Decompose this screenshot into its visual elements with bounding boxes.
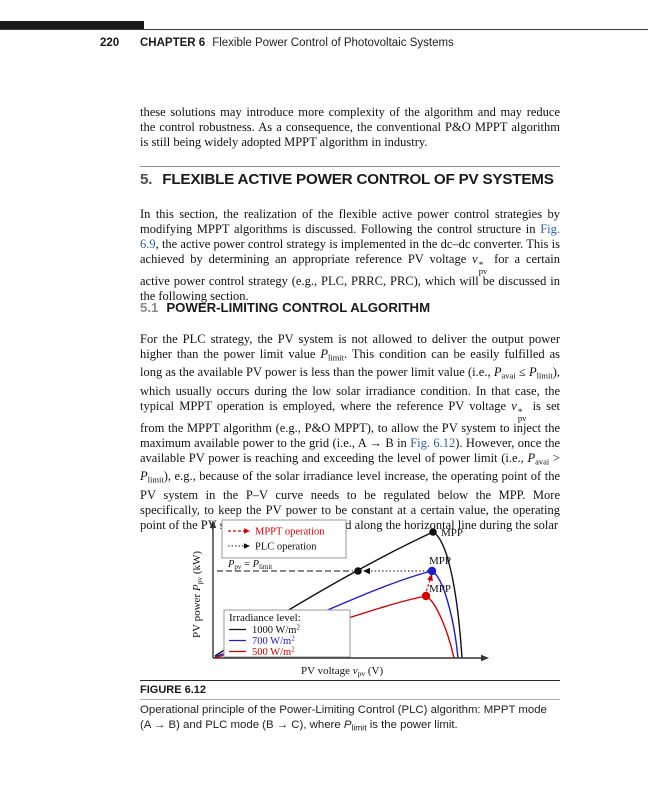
section-rule — [140, 166, 560, 167]
text-run: avai — [501, 370, 516, 381]
header-rule — [0, 29, 648, 30]
section-title: FLEXIBLE ACTIVE POWER CONTROL OF PV SYST… — [162, 171, 554, 188]
mpp-dot-500 — [421, 591, 431, 601]
power-limit-label: Ppv = Plimit — [227, 559, 272, 571]
text-run: > — [549, 450, 560, 465]
text-run: these solutions may introduce more compl… — [140, 104, 560, 149]
text-run: limit — [327, 352, 345, 362]
text-run: avai — [535, 456, 550, 466]
text-run: (A → B) and PLC mode (B → C), where — [140, 719, 344, 731]
mpp-dot-1000 — [429, 528, 437, 536]
subsection-title: POWER-LIMITING CONTROL ALGORITHM — [166, 300, 431, 315]
text-run: is the power limit. — [366, 719, 458, 731]
chapter-label: CHAPTER 6 Flexible Power Control of Photo… — [140, 37, 454, 49]
text-run: * pv — [478, 259, 488, 276]
cross-reference-link[interactable]: Fig. 6.12 — [410, 435, 456, 450]
text-run: . This condition can be easily fulfilled… — [140, 346, 560, 380]
point-b-dot — [354, 567, 362, 575]
superscript: * — [478, 259, 484, 270]
text-run: ≤ — [515, 365, 529, 379]
pv-curve-figure: MPP MPP MPP Ppv = Plimit MPPT operation … — [191, 519, 489, 678]
caption-rule-mid — [140, 699, 560, 700]
text-run: P — [529, 365, 537, 379]
irradiance-legend-title: Irradiance level: — [229, 612, 301, 624]
irradiance-legend-box — [223, 609, 351, 658]
text-run: limit — [536, 370, 553, 381]
top-black-bar — [0, 21, 144, 30]
mpp-label-700: MPP — [429, 555, 451, 567]
subsection-heading: 5.1 POWER-LIMITING CONTROL ALGORITHM — [140, 300, 564, 315]
cross-reference-link[interactable]: Fig. 6.9 — [140, 221, 560, 251]
x-axis-arrow-icon — [481, 654, 489, 662]
figure-caption-text: Operational principle of the Power-Limit… — [140, 703, 560, 736]
subscript: pv — [478, 265, 488, 276]
y-axis-arrow-icon — [209, 520, 217, 528]
section-paragraph: In this section, the realization of the … — [140, 207, 560, 304]
subscript: pv — [517, 412, 527, 423]
chapter-number: CHAPTER 6 — [140, 37, 206, 49]
intro-paragraph: these solutions may introduce more compl… — [140, 105, 560, 150]
operation-legend-box — [221, 519, 347, 559]
text-run: P — [320, 346, 328, 361]
mpp-label-500: MPP — [429, 583, 451, 595]
legend-label-1000: 1000 W/m2 — [252, 624, 300, 637]
text-run: limit — [147, 474, 164, 485]
text-run: Operational principle of the Power-Limit… — [140, 704, 547, 716]
y-axis-label: PV power Ppv (kW) — [191, 551, 204, 638]
mppt-arrowhead-icon — [427, 573, 433, 582]
text-run: In this section, the realization of the … — [140, 206, 560, 236]
plc-legend-label: PLC operation — [255, 542, 317, 553]
text-run: P — [343, 719, 352, 731]
text-run: ). However, once the available PV power … — [140, 435, 560, 465]
x-axis-label: PV voltage vpv (V) — [301, 665, 383, 678]
text-run: limit — [351, 722, 367, 733]
text-run: For the PLC strategy, the PV system is n… — [140, 331, 560, 361]
text-run: v — [511, 398, 517, 413]
text-run: for a certain active power control strat… — [140, 251, 560, 303]
figure-caption-label: FIGURE 6.12 — [140, 684, 207, 696]
text-run: is set from the MPPT algorithm (e.g., P&… — [140, 398, 560, 450]
text-run: P — [527, 450, 536, 465]
plc-legend-arrowhead-icon — [244, 543, 250, 549]
superscript: * — [517, 406, 523, 417]
chapter-title: Flexible Power Control of Photovoltaic S… — [212, 37, 454, 49]
subsection-number: 5.1 — [140, 300, 159, 315]
mppt-legend-label: MPPT operation — [255, 527, 325, 538]
text-run: P — [140, 469, 148, 483]
text-run: v — [472, 251, 478, 266]
mpp-label-1000: MPP — [441, 527, 463, 539]
mpp-dot-700 — [427, 566, 437, 576]
section-number: 5. — [140, 171, 153, 188]
section-heading: 5. FLEXIBLE ACTIVE POWER CONTROL OF PV SY… — [140, 171, 564, 188]
legend-label-700: 700 W/m2 — [252, 635, 295, 648]
subsection-paragraph: For the PLC strategy, the PV system is n… — [140, 332, 560, 533]
plc-arrowhead-icon — [363, 567, 370, 575]
text-run: ), which usually occurs during the low s… — [140, 365, 560, 413]
mppt-legend-arrowhead-icon — [244, 528, 250, 534]
caption-rule-top — [140, 680, 560, 681]
text-run: P — [493, 365, 502, 379]
text-run: , the active power control strategy is i… — [140, 236, 560, 266]
text-run: * pv — [517, 406, 527, 423]
page-number: 220 — [100, 37, 120, 49]
legend-label-500: 500 W/m2 — [252, 646, 295, 659]
